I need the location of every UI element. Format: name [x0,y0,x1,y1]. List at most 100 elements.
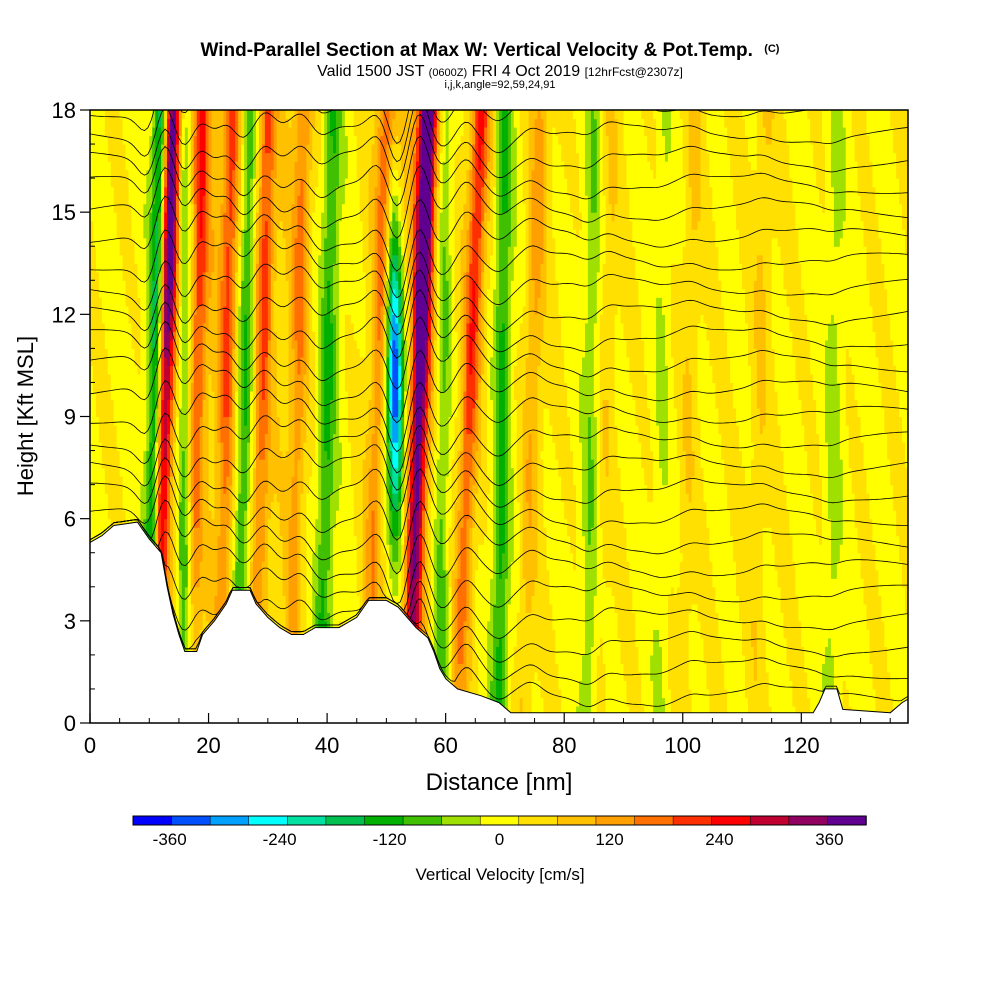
field-cell [155,390,159,401]
field-cell [113,510,118,520]
field-cell [164,297,168,307]
field-cell [184,305,189,315]
field-cell [113,484,118,494]
field-cell [226,135,230,145]
field-cell [164,518,168,528]
field-cell [217,425,221,435]
field-cell [95,246,100,256]
field-cell [95,135,100,145]
field-cell [208,450,213,460]
field-cell [116,425,121,435]
field-cell [167,510,171,520]
field-cell [170,450,174,460]
field-cell [178,416,183,426]
field-cell [143,331,147,341]
field-cell [172,476,177,486]
field-cell [181,390,186,401]
field-cell [122,450,127,460]
field-cell [178,356,183,367]
field-cell [131,442,136,452]
field-cell [140,365,144,375]
field-cell [190,152,195,162]
field-cell [217,288,221,298]
field-cell [184,561,189,571]
field-cell [193,152,198,162]
field-cell [181,203,186,213]
field-cell [164,373,168,384]
field-cell [199,382,204,392]
field-cell [223,552,227,562]
field-cell [187,331,192,341]
field-cell [170,186,174,196]
field-cell [196,288,201,298]
field-cell [187,433,192,443]
field-cell [104,339,109,349]
field-cell [90,212,94,222]
field-cell [149,527,153,537]
field-cell [220,552,224,562]
field-cell [137,271,141,281]
field-cell [202,373,207,384]
field-cell [90,442,94,452]
field-cell [181,373,186,384]
field-cell [128,390,133,401]
field-cell [125,246,130,256]
field-cell [113,348,118,358]
field-cell [146,263,150,273]
field-cell [110,365,115,375]
field-cell [220,280,224,290]
field-cell [214,339,219,349]
field-cell [220,288,224,298]
field-cell [104,220,109,230]
field-cell [170,399,174,409]
field-cell [116,152,121,162]
field-cell [164,220,168,230]
field-cell [193,220,198,230]
field-cell [131,254,136,264]
field-cell [92,118,97,128]
field-cell [155,450,159,460]
field-cell [140,237,144,247]
field-cell [217,229,221,239]
field-cell [164,186,168,196]
field-cell [107,178,112,188]
field-cell [181,629,186,639]
field-cell [116,195,121,205]
field-cell [125,110,130,120]
field-cell [137,348,141,358]
field-cell [223,425,227,435]
field-cell [217,237,221,247]
field-cell [167,501,171,511]
field-cell [172,339,177,349]
field-cell [137,322,141,332]
field-cell [181,620,186,630]
field-cell [140,288,144,298]
field-cell [110,314,115,324]
field-cell [208,237,213,247]
field-cell [101,407,106,418]
field-cell [158,399,162,409]
field-cell [220,527,224,537]
field-cell [199,152,204,162]
field-cell [214,178,219,188]
field-cell [98,493,103,503]
field-cell [167,569,171,579]
field-cell [161,152,165,162]
field-cell [131,127,136,137]
field-cell [92,442,97,452]
field-cell [116,280,121,290]
field-cell [143,297,147,307]
field-cell [229,331,233,341]
field-cell [175,254,180,264]
field-cell [217,390,221,401]
field-cell [155,220,159,230]
field-cell [146,237,150,247]
field-cell [101,237,106,247]
field-cell [143,527,147,537]
field-cell [122,144,127,154]
field-cell [134,476,139,486]
field-cell [190,510,195,520]
field-cell [202,195,207,205]
field-cell [164,229,168,239]
field-cell [92,331,97,341]
